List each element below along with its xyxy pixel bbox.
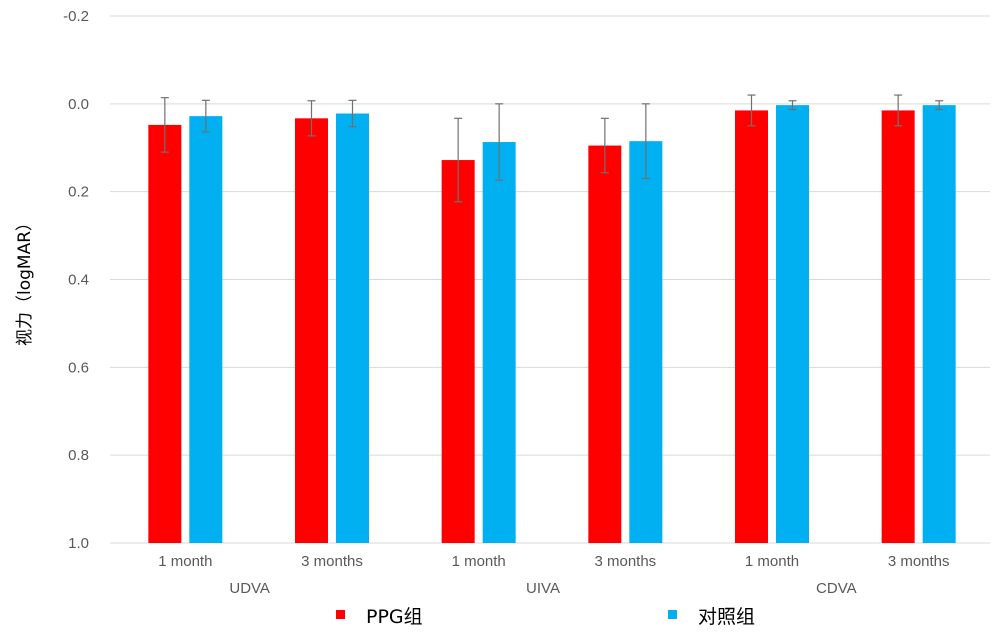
x-group-label: UDVA bbox=[229, 580, 270, 597]
y-tick-label: 1.0 bbox=[68, 535, 89, 552]
y-tick-label: -0.2 bbox=[63, 8, 89, 25]
error-bar bbox=[495, 103, 504, 181]
error-bar bbox=[788, 100, 797, 111]
error-bar bbox=[348, 99, 357, 128]
x-category-label: 1 month bbox=[158, 553, 212, 570]
y-tick-label: 0.0 bbox=[68, 96, 89, 113]
bar-control bbox=[629, 141, 663, 543]
x-category-label: 3 months bbox=[301, 553, 363, 570]
legend-label: 对照组 bbox=[698, 606, 755, 628]
x-category-label: 3 months bbox=[594, 553, 656, 570]
x-category-label: 3 months bbox=[888, 553, 950, 570]
error-bar bbox=[160, 97, 169, 153]
x-category-label: 1 month bbox=[452, 553, 506, 570]
legend-entry: 对照组 bbox=[668, 606, 755, 628]
legend-entry: PPG组 bbox=[336, 606, 423, 628]
x-category-label: 1 month bbox=[745, 553, 799, 570]
legend: PPG组 对照组 bbox=[336, 606, 755, 628]
error-bar bbox=[201, 99, 210, 133]
x-group-labels: UDVA UIVA CDVA bbox=[229, 580, 856, 597]
bar-control bbox=[922, 105, 956, 544]
bar-ppg bbox=[295, 118, 328, 543]
error-bar bbox=[600, 117, 609, 174]
bars bbox=[148, 105, 956, 544]
bar-control bbox=[336, 113, 369, 544]
bar-ppg bbox=[881, 110, 915, 543]
error-bar bbox=[894, 94, 903, 127]
legend-swatch bbox=[668, 610, 677, 619]
error-bar bbox=[935, 100, 944, 111]
error-bar bbox=[641, 103, 650, 180]
error-bar bbox=[747, 94, 756, 127]
x-group-label: CDVA bbox=[816, 580, 857, 597]
legend-swatch bbox=[336, 610, 345, 619]
x-group-label: UIVA bbox=[526, 580, 560, 597]
bar-control bbox=[189, 116, 223, 543]
bar-control bbox=[482, 142, 516, 543]
bar-ppg bbox=[588, 145, 622, 543]
error-bars bbox=[160, 94, 944, 203]
y-tick-label: 0.6 bbox=[68, 359, 89, 376]
y-tick-labels: -0.2 0.0 0.2 0.4 0.6 0.8 1.0 bbox=[63, 8, 89, 552]
bar-control bbox=[776, 105, 809, 544]
gridlines bbox=[110, 15, 990, 544]
y-tick-label: 0.8 bbox=[68, 447, 89, 464]
legend-label: PPG组 bbox=[366, 606, 423, 628]
error-bar bbox=[307, 100, 316, 137]
error-bar bbox=[454, 117, 463, 203]
x-category-labels: 1 month 3 months 1 month 3 months 1 month 3 m… bbox=[158, 553, 949, 570]
bar-ppg bbox=[735, 110, 768, 543]
y-tick-label: 0.4 bbox=[68, 272, 89, 289]
bar-ppg bbox=[441, 160, 475, 543]
y-axis-label: 视力（logMAR） bbox=[15, 214, 35, 346]
bar-ppg bbox=[148, 124, 182, 543]
y-tick-label: 0.2 bbox=[68, 184, 89, 201]
